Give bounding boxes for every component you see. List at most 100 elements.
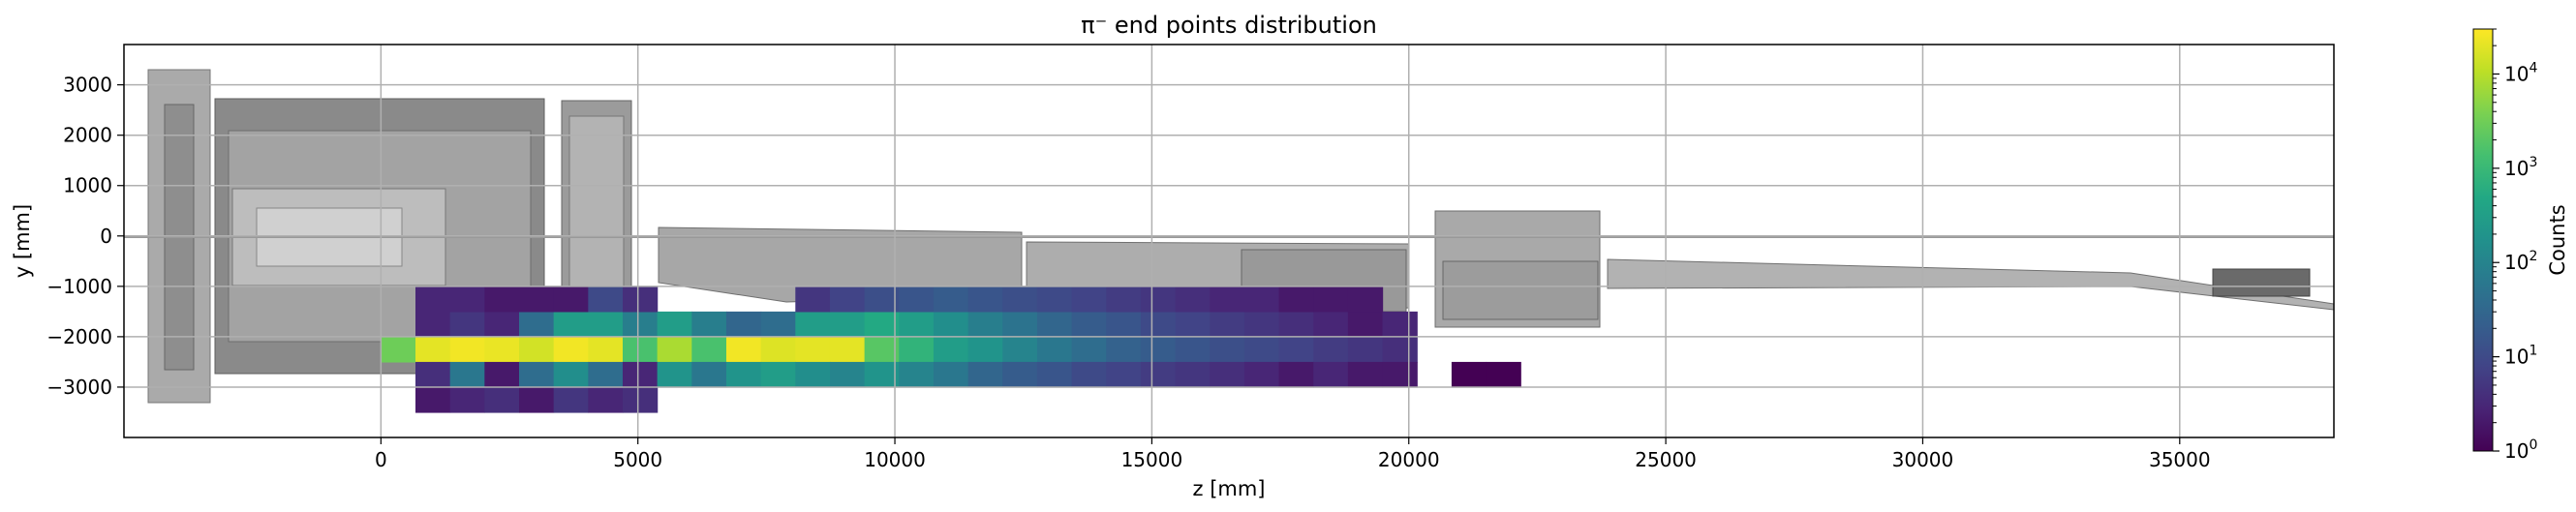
x-tick-label: 25000 (1635, 448, 1697, 471)
heatmap-bin (795, 361, 831, 388)
heatmap-bin (657, 311, 692, 338)
x-tick-label: 35000 (2149, 448, 2211, 471)
heatmap-bin (1175, 311, 1211, 338)
heatmap-bin (1278, 361, 1314, 388)
heatmap-bin (1313, 361, 1349, 388)
heatmap-bin (1313, 336, 1349, 363)
heatmap-bin (415, 336, 451, 363)
heatmap-bin (1278, 286, 1314, 313)
heatmap-bin (829, 286, 866, 313)
heatmap-bin (864, 336, 900, 363)
colorbar: 100 101 102 103 104 Counts (2472, 28, 2569, 463)
heatmap-bin (588, 336, 624, 363)
x-tick-label: 15000 (1121, 448, 1183, 471)
heatmap-bin (933, 286, 969, 313)
heatmap-bin (829, 361, 866, 388)
heatmap-bin (1140, 311, 1177, 338)
heatmap-bin (553, 361, 589, 388)
grid-lines (124, 45, 2334, 437)
heatmap-bin (1347, 311, 1384, 338)
heatmap-bin (1140, 361, 1177, 388)
heatmap-bin (1106, 361, 1142, 388)
heatmap-bin (553, 311, 589, 338)
heatmap-bins (381, 286, 1521, 413)
y-tick-label: 0 (100, 225, 112, 248)
heatmap-bin (553, 286, 589, 313)
heatmap-bin (967, 336, 1003, 363)
plot-area (124, 69, 2334, 413)
y-axis-label: y [mm] (11, 204, 34, 278)
colorbar-tick-label: 101 (2504, 344, 2537, 369)
heatmap-bin (1002, 286, 1038, 313)
heatmap-bin (519, 286, 555, 313)
heatmap-bin (1451, 361, 1487, 388)
x-tick-label: 5000 (613, 448, 662, 471)
heatmap-bin (899, 311, 935, 338)
heatmap-bin (1278, 336, 1314, 363)
heatmap-bin (1278, 311, 1314, 338)
heatmap-bin (519, 336, 555, 363)
heatmap-bin (967, 286, 1003, 313)
heatmap-bin (1140, 286, 1177, 313)
x-tick-label: 0 (375, 448, 387, 471)
y-tick-label: −1000 (46, 275, 112, 298)
heatmap-bin (725, 336, 762, 363)
heatmap-bin (933, 311, 969, 338)
chart-title: π⁻ end points distribution (1081, 12, 1377, 39)
heatmap-bin (1036, 361, 1073, 388)
heatmap-bin (1106, 336, 1142, 363)
heatmap-bin (657, 336, 692, 363)
heatmap-bin (1347, 336, 1384, 363)
y-tick-label: −2000 (46, 325, 112, 348)
heatmap-bin (1071, 311, 1107, 338)
heatmap-bin (484, 336, 520, 363)
heatmap-bin (1347, 286, 1384, 313)
heatmap-bin (588, 386, 624, 413)
heatmap-bin (864, 286, 900, 313)
heatmap-bin (1175, 286, 1211, 313)
heatmap-bin (622, 386, 659, 413)
heatmap-bin (449, 311, 485, 338)
colorbar-ticks: 100 101 102 103 104 (2493, 28, 2537, 463)
y-tick-label: 3000 (63, 74, 112, 97)
heatmap-bin (1243, 311, 1280, 338)
heatmap-bin (899, 286, 935, 313)
heatmap-bin (725, 361, 762, 388)
heatmap-bin (1002, 311, 1038, 338)
heatmap-bin (484, 311, 520, 338)
heatmap-bin (519, 386, 555, 413)
heatmap-bin (864, 311, 900, 338)
colorbar-label: Counts (2546, 204, 2569, 275)
heatmap-bin (657, 361, 692, 388)
heatmap-bin (1313, 286, 1349, 313)
heatmap-bin (1382, 311, 1418, 338)
heatmap-bin (967, 361, 1003, 388)
heatmap-bin (1210, 336, 1245, 363)
heatmap-bin (691, 311, 727, 338)
heatmap-bin (760, 311, 796, 338)
heatmap-bin (1002, 361, 1038, 388)
heatmap-bin (795, 311, 831, 338)
heatmap-bin (1243, 336, 1280, 363)
heatmap-bin (1382, 361, 1418, 388)
heatmap-bin (484, 361, 520, 388)
heatmap-bin (1175, 336, 1211, 363)
heatmap-bin (1313, 311, 1349, 338)
heatmap-bin (795, 336, 831, 363)
heatmap-bin (795, 286, 831, 313)
colorbar-tick-label: 102 (2504, 249, 2537, 274)
heatmap-bin (1210, 361, 1245, 388)
heatmap-bin (1106, 311, 1142, 338)
heatmap-bin (1071, 286, 1107, 313)
colorbar-tick-label: 100 (2504, 437, 2537, 463)
heatmap-bin (415, 286, 451, 313)
y-tick-label: 2000 (63, 124, 112, 147)
y-axis: −3000 −2000 −1000 0 1000 2000 3000 (46, 74, 124, 399)
heatmap-bin (1140, 336, 1177, 363)
heatmap-bin (622, 286, 659, 313)
heatmap-bin (1486, 361, 1521, 388)
heatmap-bin (588, 286, 624, 313)
heatmap-bin (484, 286, 520, 313)
colorbar-gradient (2472, 28, 2494, 452)
